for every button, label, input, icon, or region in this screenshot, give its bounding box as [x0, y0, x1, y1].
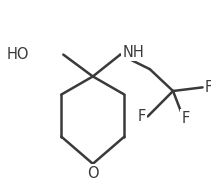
- Text: NH: NH: [122, 45, 144, 60]
- Text: F: F: [137, 109, 146, 124]
- Text: HO: HO: [7, 47, 30, 62]
- Text: F: F: [181, 111, 190, 126]
- Text: O: O: [87, 166, 99, 181]
- Text: F: F: [205, 80, 211, 95]
